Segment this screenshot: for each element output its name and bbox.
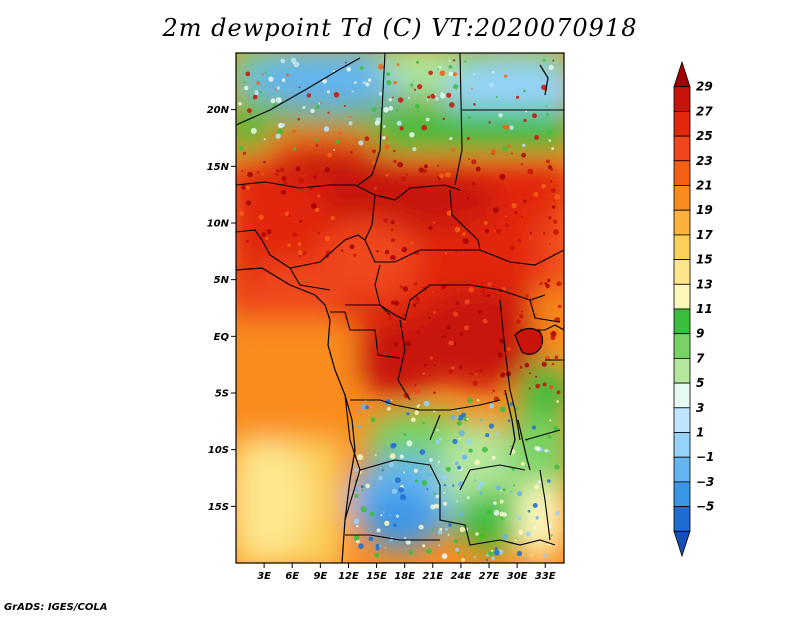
dewpoint-field [236, 53, 564, 563]
colorbar-label: 7 [696, 351, 705, 365]
lat-tick-label: 5S [215, 389, 229, 400]
lat-tick-label: 10N [207, 219, 230, 230]
latitude-axis: 20N 15N 10N 5N EQ 5S 10S 15S [207, 105, 236, 513]
colorbar-segment [673, 432, 691, 458]
colorbar-segment [673, 259, 691, 285]
lat-tick-label: EQ [214, 332, 230, 343]
colorbar-label: −5 [696, 500, 714, 514]
colorbar-segment [673, 481, 691, 507]
lon-tick-label: 33E [535, 571, 556, 582]
lon-tick-label: 18E [394, 571, 415, 582]
country-borders [236, 53, 564, 546]
lon-tick-label: 27E [479, 571, 500, 582]
dewpoint-speckle-texture [238, 57, 562, 562]
lon-tick-label: 15E [366, 571, 387, 582]
lon-tick-label: 21E [422, 571, 443, 582]
colorbar-segment [673, 456, 691, 483]
colorbar-label: 9 [696, 327, 704, 341]
colorbar-segment [673, 111, 691, 137]
lat-tick-label: 5N [214, 275, 230, 286]
lon-tick-label: 3E [257, 571, 271, 582]
colorbar-label: −1 [696, 450, 714, 464]
colorbar-label: 3 [696, 401, 704, 415]
plot-title: 2m dewpoint Td (C) VT:2020070918 [162, 14, 638, 42]
colorbar-segment [673, 382, 691, 409]
grads-credit: GrADS: IGES/COLA [4, 602, 108, 613]
coastlines [236, 64, 549, 563]
colorbar-label: 15 [696, 253, 713, 267]
colorbar-segment [673, 407, 691, 433]
lat-tick-label: 20N [207, 105, 230, 116]
lon-tick-label: 30E [507, 571, 528, 582]
colorbar-segment [673, 160, 691, 186]
lon-tick-label: 6E [285, 571, 299, 582]
colorbar-bottom-arrow [673, 530, 691, 558]
colorbar-segment [673, 86, 691, 112]
longitude-axis: 3E 6E 9E 12E 15E 18E 21E 24E 27E 30E 33E [257, 563, 556, 582]
colorbar-label: 19 [696, 203, 713, 217]
colorbar-segment [673, 333, 691, 359]
colorbar-label: 13 [696, 277, 713, 291]
colorbar-top-arrow [673, 60, 691, 88]
colorbar-segment [673, 308, 691, 335]
colorbar-segment [673, 283, 691, 310]
colorbar-label: −3 [696, 475, 714, 489]
colorbar-label: 21 [696, 179, 713, 193]
lat-tick-label: 10S [208, 445, 229, 456]
colorbar-segment [673, 234, 691, 260]
lon-tick-label: 12E [338, 571, 359, 582]
colorbar-label: 27 [696, 104, 713, 118]
colorbar-label: 23 [696, 154, 713, 168]
colorbar-label: 1 [696, 426, 704, 440]
colorbar-label: 17 [696, 228, 713, 242]
lat-tick-label: 15S [208, 502, 229, 513]
lat-tick-label: 15N [207, 162, 230, 173]
colorbar-segment [673, 209, 691, 236]
colorbar-label: 25 [696, 129, 713, 143]
colorbar-segment [673, 357, 691, 384]
colorbar-label: 5 [696, 376, 704, 390]
colorbar-label: 29 [696, 80, 713, 94]
map-frame [235, 52, 565, 564]
lon-tick-label: 9E [313, 571, 327, 582]
colorbar-segment [673, 135, 691, 162]
colorbar-label: 11 [696, 302, 713, 316]
colorbar-segment [673, 506, 691, 532]
colorbar-segment [673, 185, 691, 211]
colorbar: 29 27 25 23 21 19 17 15 13 11 9 7 5 3 1 −1 −3 −5 [673, 60, 714, 558]
lon-tick-label: 24E [451, 571, 472, 582]
